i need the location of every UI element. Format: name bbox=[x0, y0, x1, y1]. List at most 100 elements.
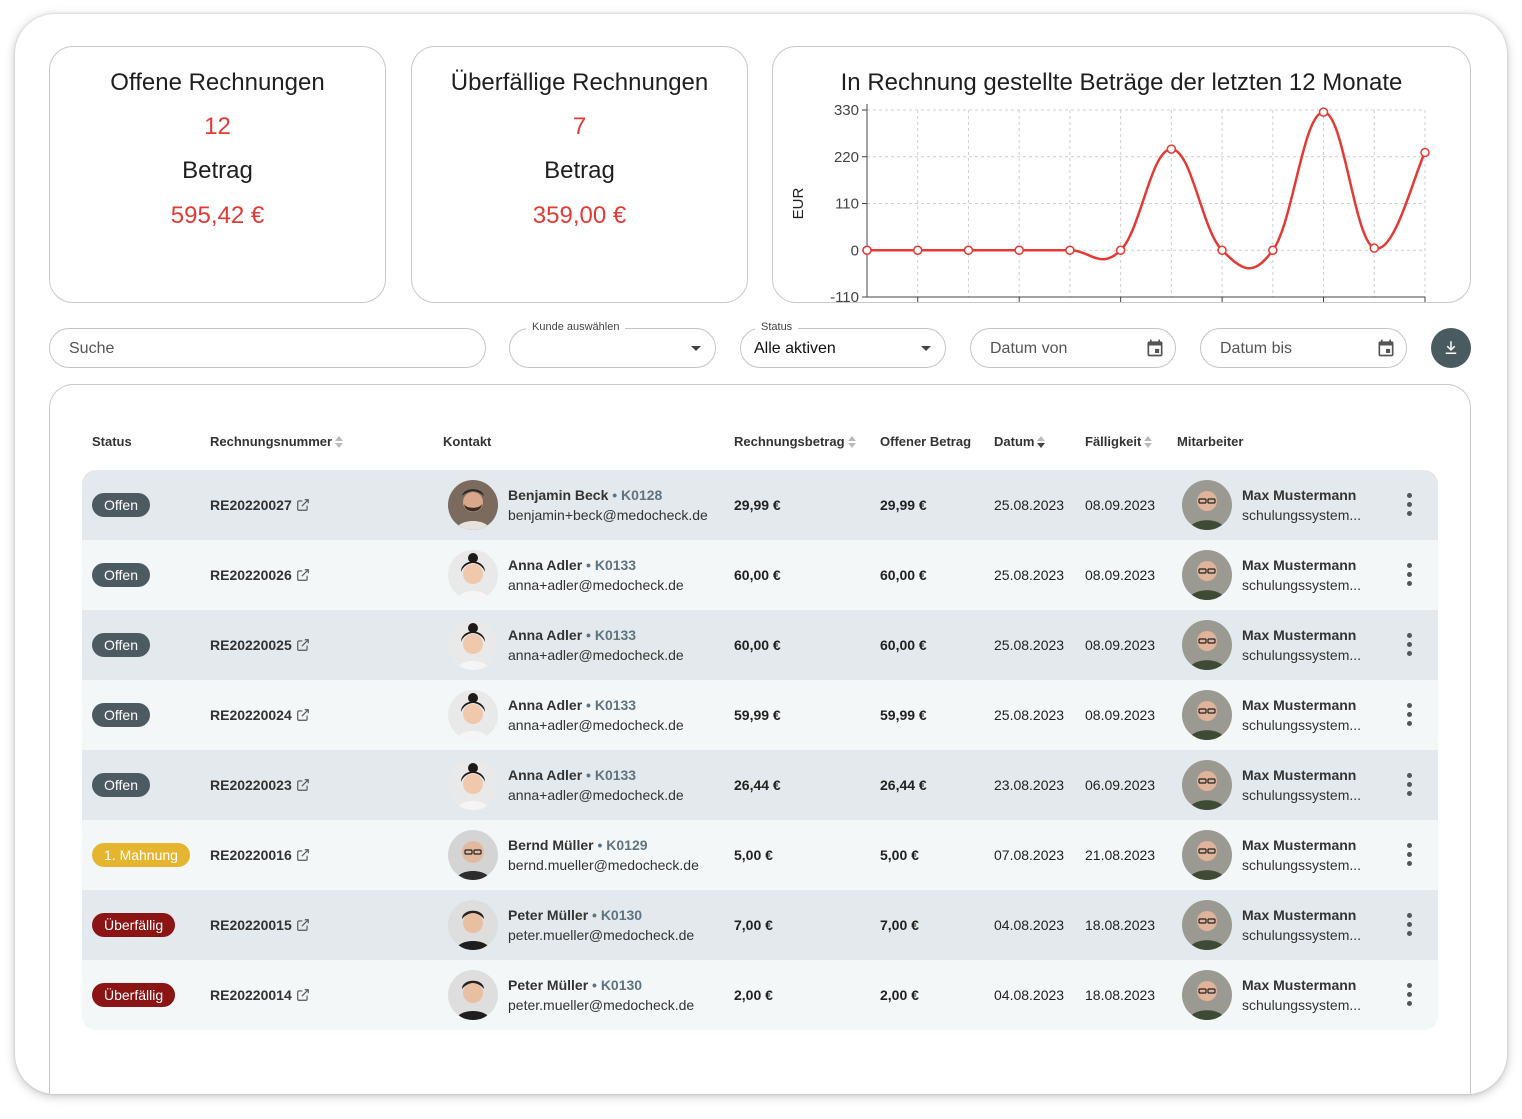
more-vertical-icon[interactable] bbox=[1406, 493, 1414, 519]
invoice-number-link[interactable]: RE20220014 bbox=[210, 987, 310, 1003]
open-invoices-count: 12 bbox=[204, 113, 231, 140]
table-row[interactable]: Offen RE20220027 Benjamin Beck • K0128 b… bbox=[82, 470, 1438, 540]
invoice-number[interactable]: RE20220015 bbox=[210, 917, 292, 933]
due-date: 21.08.2023 bbox=[1085, 847, 1156, 863]
external-link-icon[interactable] bbox=[296, 708, 310, 722]
due-date: 08.09.2023 bbox=[1085, 707, 1156, 723]
invoice-number-link[interactable]: RE20220025 bbox=[210, 637, 310, 653]
more-vertical-icon[interactable] bbox=[1406, 913, 1414, 939]
customer-select[interactable]: Kunde auswählen bbox=[509, 321, 716, 368]
column-header-due-date[interactable]: Fälligkeit bbox=[1085, 434, 1153, 449]
download-button[interactable] bbox=[1431, 328, 1471, 368]
external-link-icon[interactable] bbox=[296, 778, 310, 792]
table-row[interactable]: Offen RE20220026 Anna Adler • K0133 anna… bbox=[82, 540, 1438, 610]
avatar bbox=[448, 970, 498, 1020]
invoice-number-link[interactable]: RE20220027 bbox=[210, 497, 310, 513]
column-header-invoice-amount[interactable]: Rechnungsbetrag bbox=[734, 434, 856, 449]
date-to-placeholder: Datum bis bbox=[1220, 340, 1293, 357]
calendar-icon[interactable] bbox=[1145, 338, 1165, 358]
contact-email: peter.mueller@medocheck.de bbox=[508, 997, 695, 1013]
sort-icon[interactable] bbox=[335, 435, 344, 448]
table-row[interactable]: Überfällig RE20220015 Peter Müller • K01… bbox=[82, 890, 1438, 960]
invoice-number[interactable]: RE20220023 bbox=[210, 777, 292, 793]
data-point bbox=[1420, 147, 1430, 158]
more-vertical-icon[interactable] bbox=[1406, 703, 1414, 729]
contact-name[interactable]: Anna Adler bbox=[508, 627, 583, 643]
invoice-amount: 7,00 € bbox=[734, 917, 773, 933]
open-invoices-card: Offene Rechnungen 12 Betrag 595,42 € bbox=[49, 46, 386, 303]
more-vertical-icon[interactable] bbox=[1406, 983, 1414, 1009]
external-link-icon[interactable] bbox=[296, 568, 310, 582]
invoice-date: 25.08.2023 bbox=[994, 497, 1065, 513]
series-line bbox=[867, 110, 1427, 270]
invoice-number[interactable]: RE20220014 bbox=[210, 987, 292, 1003]
employee-cell: Max Mustermann schulungssystem... bbox=[1182, 960, 1361, 1030]
invoice-number[interactable]: RE20220016 bbox=[210, 847, 292, 863]
avatar bbox=[1182, 830, 1232, 880]
more-vertical-icon[interactable] bbox=[1406, 773, 1414, 799]
contact-email: anna+adler@medocheck.de bbox=[508, 647, 684, 663]
customer-select-label: Kunde auswählen bbox=[526, 321, 626, 333]
contact-name[interactable]: Anna Adler bbox=[508, 767, 583, 783]
external-link-icon[interactable] bbox=[296, 498, 310, 512]
external-link-icon[interactable] bbox=[296, 638, 310, 652]
contact-name[interactable]: Anna Adler bbox=[508, 557, 583, 573]
contact-cell: Anna Adler • K0133 anna+adler@medocheck.… bbox=[448, 540, 684, 610]
table-row[interactable]: Überfällig RE20220014 Peter Müller • K01… bbox=[82, 960, 1438, 1030]
date-from-input[interactable]: Datum von bbox=[970, 328, 1176, 368]
date-to-input[interactable]: Datum bis bbox=[1200, 328, 1407, 368]
avatar bbox=[1182, 690, 1232, 740]
contact-email: anna+adler@medocheck.de bbox=[508, 577, 684, 593]
status-cell: Offen bbox=[92, 540, 150, 610]
sort-icon[interactable] bbox=[1144, 435, 1153, 448]
calendar-icon[interactable] bbox=[1376, 338, 1396, 358]
contact-name[interactable]: Peter Müller bbox=[508, 907, 589, 923]
employee-name: Max Mustermann bbox=[1242, 977, 1357, 993]
employee-cell: Max Mustermann schulungssystem... bbox=[1182, 470, 1361, 540]
column-header-employee: Mitarbeiter bbox=[1177, 434, 1244, 449]
more-vertical-icon[interactable] bbox=[1406, 843, 1414, 869]
column-header-date[interactable]: Datum bbox=[994, 434, 1046, 449]
invoice-number[interactable]: RE20220027 bbox=[210, 497, 292, 513]
contact-name[interactable]: Peter Müller bbox=[508, 977, 589, 993]
employee-subtitle: schulungssystem... bbox=[1242, 507, 1362, 523]
sort-icon[interactable] bbox=[1037, 435, 1046, 448]
invoice-number[interactable]: RE20220024 bbox=[210, 707, 292, 723]
invoice-number-link[interactable]: RE20220023 bbox=[210, 777, 310, 793]
contact-cell: Peter Müller • K0130 peter.mueller@medoc… bbox=[448, 890, 694, 960]
invoice-number-link[interactable]: RE20220015 bbox=[210, 917, 310, 933]
search-input[interactable]: Suche bbox=[49, 328, 486, 368]
table-row[interactable]: Offen RE20220023 Anna Adler • K0133 anna… bbox=[82, 750, 1438, 820]
table-row[interactable]: Offen RE20220024 Anna Adler • K0133 anna… bbox=[82, 680, 1438, 750]
invoice-number-link[interactable]: RE20220026 bbox=[210, 567, 310, 583]
data-point bbox=[1115, 245, 1126, 255]
search-placeholder: Suche bbox=[69, 340, 115, 357]
sort-icon[interactable] bbox=[847, 435, 856, 448]
due-date: 08.09.2023 bbox=[1085, 567, 1156, 583]
avatar bbox=[1182, 970, 1232, 1020]
contact-code: • K0133 bbox=[582, 627, 637, 643]
external-link-icon[interactable] bbox=[296, 988, 310, 1002]
contact-name[interactable]: Benjamin Beck bbox=[508, 487, 609, 503]
contact-name[interactable]: Bernd Müller bbox=[508, 837, 594, 853]
y-tick-label: 110 bbox=[835, 196, 859, 213]
more-vertical-icon[interactable] bbox=[1406, 633, 1414, 659]
contact-code: • K0128 bbox=[608, 487, 663, 503]
invoice-number-link[interactable]: RE20220024 bbox=[210, 707, 310, 723]
external-link-icon[interactable] bbox=[296, 848, 310, 862]
contact-code: • K0130 bbox=[588, 907, 643, 923]
column-header-invoice-number[interactable]: Rechnungsnummer bbox=[210, 434, 344, 449]
status-badge: Überfällig bbox=[92, 983, 176, 1007]
table-row[interactable]: Offen RE20220025 Anna Adler • K0133 anna… bbox=[82, 610, 1438, 680]
status-cell: Offen bbox=[92, 610, 150, 680]
invoice-number[interactable]: RE20220025 bbox=[210, 637, 292, 653]
contact-email: benjamin+beck@medocheck.de bbox=[508, 507, 708, 523]
more-vertical-icon[interactable] bbox=[1406, 563, 1414, 589]
invoice-number[interactable]: RE20220026 bbox=[210, 567, 292, 583]
external-link-icon[interactable] bbox=[296, 918, 310, 932]
status-select[interactable]: Status Alle aktiven bbox=[740, 321, 946, 368]
table-row[interactable]: 1. Mahnung RE20220016 Bernd Müller • K01… bbox=[82, 820, 1438, 890]
contact-name[interactable]: Anna Adler bbox=[508, 697, 583, 713]
invoice-amount: 26,44 € bbox=[734, 777, 781, 793]
invoice-number-link[interactable]: RE20220016 bbox=[210, 847, 310, 863]
